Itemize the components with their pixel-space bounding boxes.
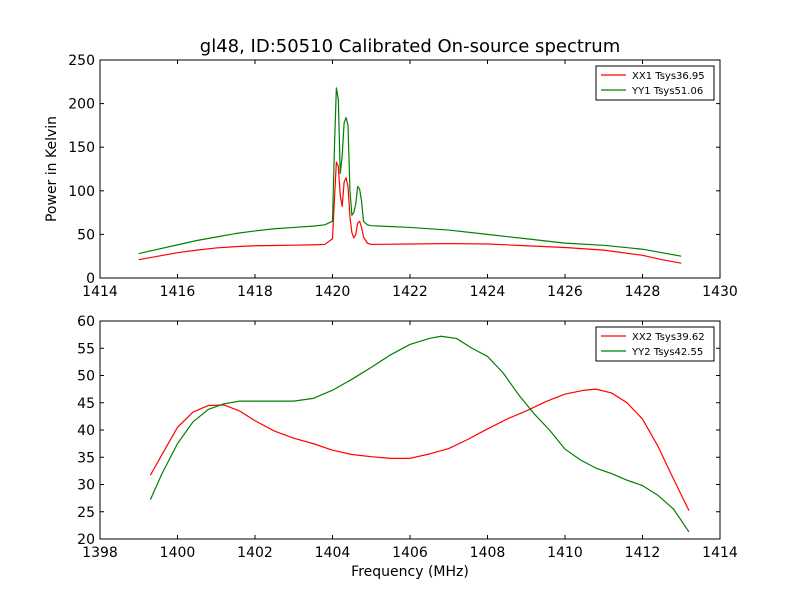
x-tick-label: 1416 [160,284,196,300]
bottom-plot-panel: 1398 1400 1402 1404 1406 1408 1410 1412 1414 20 25… [77,314,738,561]
y-tick-label: 30 [77,478,95,494]
y-tick-label: 50 [77,369,95,385]
y-tick-label: 250 [68,53,95,69]
x-tick-label: 1418 [237,284,273,300]
series-line-2 [138,87,682,257]
top-plot-panel: 1414 1416 1418 1420 1422 1424 1426 1428 1430 0 50 1… [68,53,738,300]
y-tick-label: 60 [77,314,95,330]
x-tick-label: 1404 [315,545,351,561]
y-tick-label: 150 [68,140,95,156]
x-tick-label: 1420 [315,284,351,300]
y-tick-label: 50 [77,227,95,243]
x-tick-label: 1414 [82,284,118,300]
x-tick-label: 1406 [392,545,428,561]
series-line-1 [138,161,682,264]
x-tick-label: 1424 [470,284,506,300]
y-tick-label: 25 [77,505,95,521]
legend: XX2 Tsys39.62 YY2 Tsys42.55 [595,326,715,362]
x-tick-label: 1412 [625,545,661,561]
x-tick-label: 1400 [160,545,196,561]
x-tick-label: 1410 [547,545,583,561]
legend-entry-label: XX1 Tsys36.95 [632,71,705,82]
x-tick-label: 1428 [625,284,661,300]
x-tick-label: 1430 [702,284,738,300]
x-tick-label: 1402 [237,545,273,561]
y-tick-label: 35 [77,450,95,466]
legend-entry-label: XX2 Tsys39.62 [632,332,705,343]
y-tick-label: 20 [77,532,95,548]
legend-entry-label: YY2 Tsys42.55 [631,347,703,358]
y-tick-label: 40 [77,423,95,439]
y-tick-label: 100 [68,184,95,200]
series-line-2 [149,335,690,533]
y-tick-label: 45 [77,396,95,412]
x-axis-label: Frequency (MHz) [351,564,469,580]
y-tick-label: 0 [86,271,95,287]
chart-title: gl48, ID:50510 Calibrated On-source spec… [200,36,620,57]
series-line-1 [149,388,690,511]
x-tick-label: 1414 [702,545,738,561]
x-tick-label: 1408 [470,545,506,561]
x-tick-label: 1422 [392,284,428,300]
x-tick-label: 1426 [547,284,583,300]
y-tick-label: 200 [68,97,95,113]
y-tick-label: 55 [77,341,95,357]
legend: XX1 Tsys36.95 YY1 Tsys51.06 [595,65,715,101]
y-axis-label: Power in Kelvin [44,116,60,222]
x-tick-label: 1398 [82,545,118,561]
legend-entry-label: YY1 Tsys51.06 [631,86,703,97]
